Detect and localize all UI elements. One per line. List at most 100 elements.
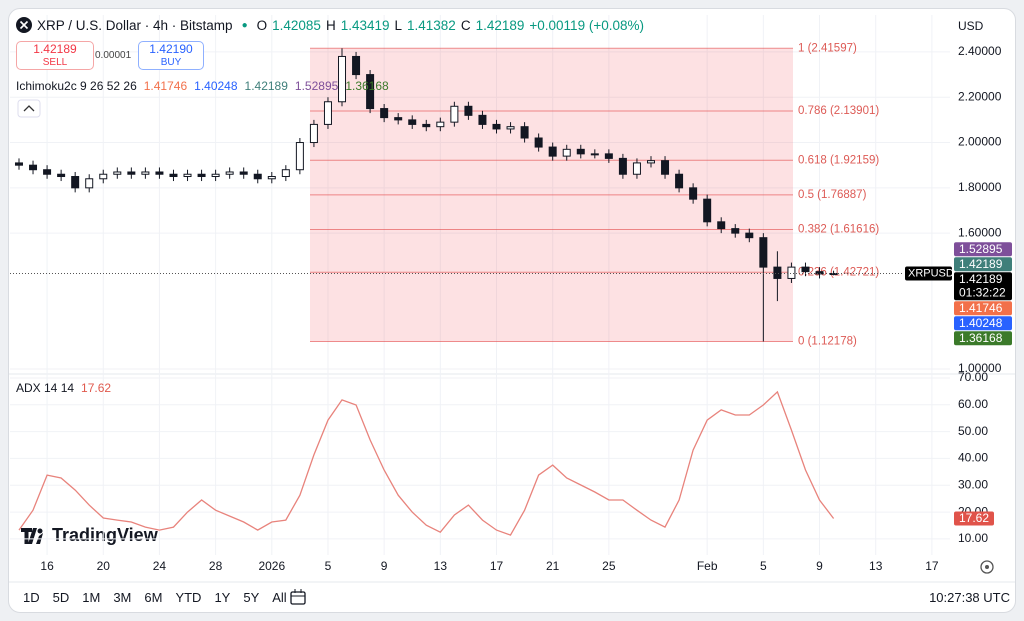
range-button[interactable]: 1M	[82, 590, 101, 605]
range-button[interactable]: All	[272, 590, 287, 605]
candle-body	[773, 266, 782, 279]
x-tick-label: 13	[434, 559, 448, 573]
fib-label: 0 (1.12178)	[798, 336, 857, 348]
buy-button[interactable]: 1.42190 BUY	[138, 41, 204, 70]
ohlc-label: H	[325, 17, 336, 33]
axis-settings-icon[interactable]	[980, 560, 994, 574]
y-tick-label: 1.00000	[958, 361, 1002, 375]
value-tag	[954, 511, 994, 526]
price-tag	[954, 301, 1012, 316]
candle-body	[29, 164, 38, 171]
x-tick-label: 25	[602, 559, 616, 573]
range-button[interactable]: 1D	[23, 590, 40, 605]
candle-body	[85, 178, 94, 189]
candle-body	[478, 114, 487, 125]
candle-body	[590, 153, 599, 156]
price-tag	[954, 257, 1012, 272]
value-tag-label: 17.62	[959, 511, 989, 525]
fib-label: 0.618 (1.92159)	[798, 154, 879, 166]
candle-body	[183, 173, 192, 178]
candle-body	[717, 221, 726, 230]
price-tag	[954, 331, 1012, 346]
ohlc-label: O	[256, 17, 268, 33]
y-tick-label: 10.00	[958, 531, 988, 545]
candle-body	[646, 160, 655, 164]
candle-body	[99, 173, 108, 180]
range-button[interactable]: 3M	[113, 590, 132, 605]
range-button[interactable]: YTD	[175, 590, 202, 605]
candle-body	[604, 153, 613, 159]
x-tick-label: 20	[97, 559, 111, 573]
candle-body	[661, 160, 670, 175]
y-tick-label: 2.00000	[958, 135, 1002, 149]
indicator-value: 17.62	[81, 381, 112, 395]
candle-body	[253, 173, 262, 180]
fib-label: 0.5 (1.76887)	[798, 189, 867, 201]
candle-body	[576, 148, 585, 155]
price-tag-label: 1.42189	[959, 272, 1003, 286]
candle-body	[338, 55, 347, 103]
candle-body	[309, 123, 318, 144]
indicator-value: 1.52895	[294, 79, 339, 93]
price-tag-label: 1.42189	[959, 257, 1003, 271]
symbol-tag	[905, 266, 952, 281]
range-button[interactable]: 5Y	[243, 590, 260, 605]
candle-body	[436, 121, 445, 128]
x-tick-label: 17	[925, 559, 939, 573]
candle-body	[422, 123, 431, 128]
indicator-value: 1.36168	[345, 79, 389, 93]
countdown: 01:32:22	[959, 285, 1006, 299]
y-tick-label: 1.60000	[958, 225, 1002, 239]
currency[interactable]: USD	[958, 19, 984, 33]
candle-body	[534, 137, 543, 148]
x-tick-label: 2026	[258, 559, 285, 573]
price-tag-label: 1.41746	[959, 301, 1003, 315]
candle-body	[464, 105, 473, 116]
candle-body	[127, 171, 136, 175]
indicator-name: ADX 14 14	[16, 381, 75, 395]
candle-body	[548, 146, 557, 157]
x-tick-label: 13	[869, 559, 883, 573]
x-tick-label: 24	[153, 559, 167, 573]
candle-body	[703, 198, 712, 223]
candle-body	[113, 171, 122, 175]
buy-price: 1.42190	[149, 41, 193, 56]
spread: 0.00001	[95, 50, 132, 61]
indicator-value: 1.40248	[194, 79, 238, 93]
candle-body	[801, 266, 810, 273]
candle-body	[155, 171, 164, 175]
candle-body	[211, 173, 220, 178]
candle-body	[281, 169, 290, 178]
adx-legend: ADX 14 14 17.62	[16, 381, 111, 395]
candle-body	[450, 105, 459, 123]
candle-body	[675, 173, 684, 189]
fib-label: 0.236 (1.42721)	[798, 266, 879, 278]
range-button[interactable]: 6M	[144, 590, 163, 605]
x-tick-label: 21	[546, 559, 560, 573]
price-tag-label: 1.52895	[959, 242, 1003, 256]
fib-label: 0.786 (2.13901)	[798, 105, 879, 117]
candle-body	[295, 142, 304, 171]
candle-body	[632, 162, 641, 175]
y-tick-label: 30.00	[958, 477, 988, 491]
x-tick-label: 9	[816, 559, 823, 573]
candle-body	[225, 171, 234, 175]
price-tag	[954, 242, 1012, 257]
date-range-icon[interactable]	[290, 589, 306, 605]
close-value: 1.42189	[475, 17, 525, 33]
fib-label: 1 (2.41597)	[798, 42, 857, 54]
candle-body	[239, 171, 248, 175]
candle-body	[506, 126, 515, 130]
sell-button[interactable]: 1.42189 SELL	[16, 41, 94, 70]
range-button[interactable]: 1Y	[214, 590, 231, 605]
collapse-button[interactable]	[17, 99, 41, 118]
y-tick-label: 2.20000	[958, 89, 1002, 103]
low-value: 1.41382	[407, 17, 456, 33]
candle-body	[71, 176, 80, 189]
sell-label: SELL	[42, 56, 68, 68]
candle-body	[520, 126, 529, 139]
range-button[interactable]: 5D	[52, 590, 70, 605]
symbol-title: XRP / U.S. Dollar · 4h · Bitstamp	[37, 17, 233, 33]
indicator-value: 1.42189	[244, 79, 288, 93]
